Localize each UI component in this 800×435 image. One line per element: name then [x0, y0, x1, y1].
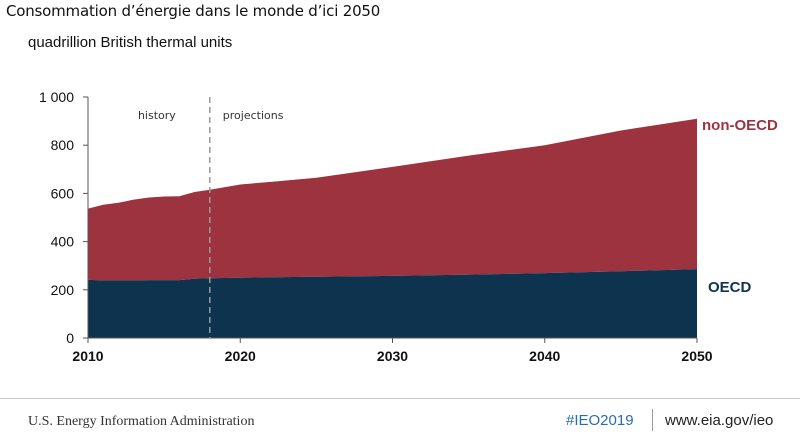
- footer-divider: [0, 398, 800, 399]
- y-tick-label: 400: [51, 234, 75, 250]
- area-chart: 0 200 400 600 800 1 000 2010 2020 2030 2040 2050 hi…: [39, 89, 778, 364]
- y-tick-label: 600: [51, 185, 75, 201]
- y-tick-label: 800: [51, 137, 75, 153]
- footer-website: www.eia.gov/ieo: [665, 412, 774, 429]
- projections-label: projections: [223, 109, 284, 122]
- footer-agency: U.S. Energy Information Administration: [28, 414, 255, 429]
- legend-oecd: OECD: [708, 279, 752, 296]
- y-tick-label: 0: [66, 330, 74, 346]
- history-label: history: [138, 109, 176, 122]
- x-tick-label: 2020: [225, 348, 256, 364]
- x-tick-label: 2010: [72, 348, 103, 364]
- series-area-non-oecd: [88, 118, 697, 281]
- footer-hashtag: #IEO2019: [566, 412, 634, 429]
- legend-non-oecd: non-OECD: [702, 117, 778, 134]
- y-tick-label: 1 000: [39, 89, 74, 105]
- x-tick-label: 2040: [529, 348, 560, 364]
- x-tick-label: 2030: [377, 348, 408, 364]
- footer-separator: [652, 409, 653, 431]
- chart-title: Consommation d’énergie dans le monde d’i…: [6, 2, 381, 20]
- series-area-oecd: [88, 269, 697, 338]
- y-axis-units-label: quadrillion British thermal units: [28, 34, 233, 51]
- y-tick-label: 200: [51, 282, 75, 298]
- x-tick-label: 2050: [681, 348, 712, 364]
